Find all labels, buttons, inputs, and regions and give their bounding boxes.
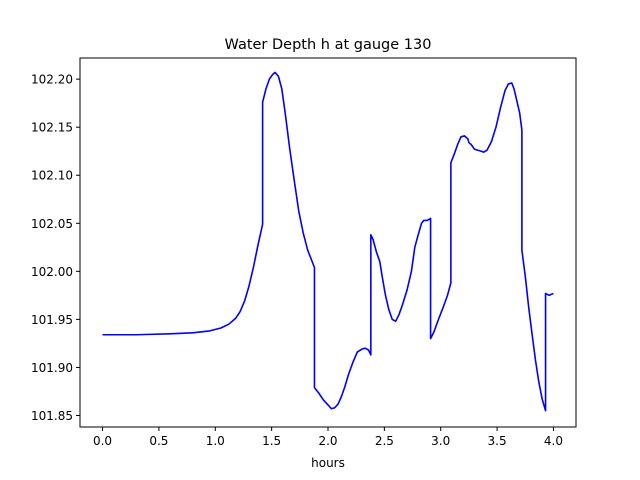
x-tick-label: 2.5: [375, 434, 394, 448]
x-tick-label: 3.5: [488, 434, 507, 448]
y-tick-label: 102.05: [31, 217, 73, 231]
y-tick-label: 101.90: [31, 361, 73, 375]
x-tick-label: 4.0: [544, 434, 563, 448]
x-tick-label: 1.5: [262, 434, 281, 448]
y-tick-label: 102.00: [31, 265, 73, 279]
y-axis: 101.85 101.90 101.95 102.00 102.05 102.10 102.…: [31, 73, 80, 423]
plot-area: [79, 57, 577, 428]
x-tick-label: 2.0: [318, 434, 337, 448]
x-tick-label: 0.5: [149, 434, 168, 448]
x-tick-label: 1.0: [206, 434, 225, 448]
y-tick-label: 102.20: [31, 73, 73, 87]
chart-title: Water Depth h at gauge 130: [225, 37, 432, 53]
plot-frame: [79, 57, 577, 428]
x-tick-label: 3.0: [431, 434, 450, 448]
y-tick-label: 102.15: [31, 121, 73, 135]
water-depth-line: [102, 71, 554, 412]
x-tick-label: 0.0: [93, 434, 112, 448]
x-axis: 0.0 0.5 1.0 1.5 2.0 2.5 3.0 3.5 4.0: [93, 427, 563, 448]
y-tick-label: 101.95: [31, 313, 73, 327]
y-tick-label: 101.85: [31, 409, 73, 423]
y-tick-label: 102.10: [31, 169, 73, 183]
x-axis-label: hours: [311, 456, 345, 470]
